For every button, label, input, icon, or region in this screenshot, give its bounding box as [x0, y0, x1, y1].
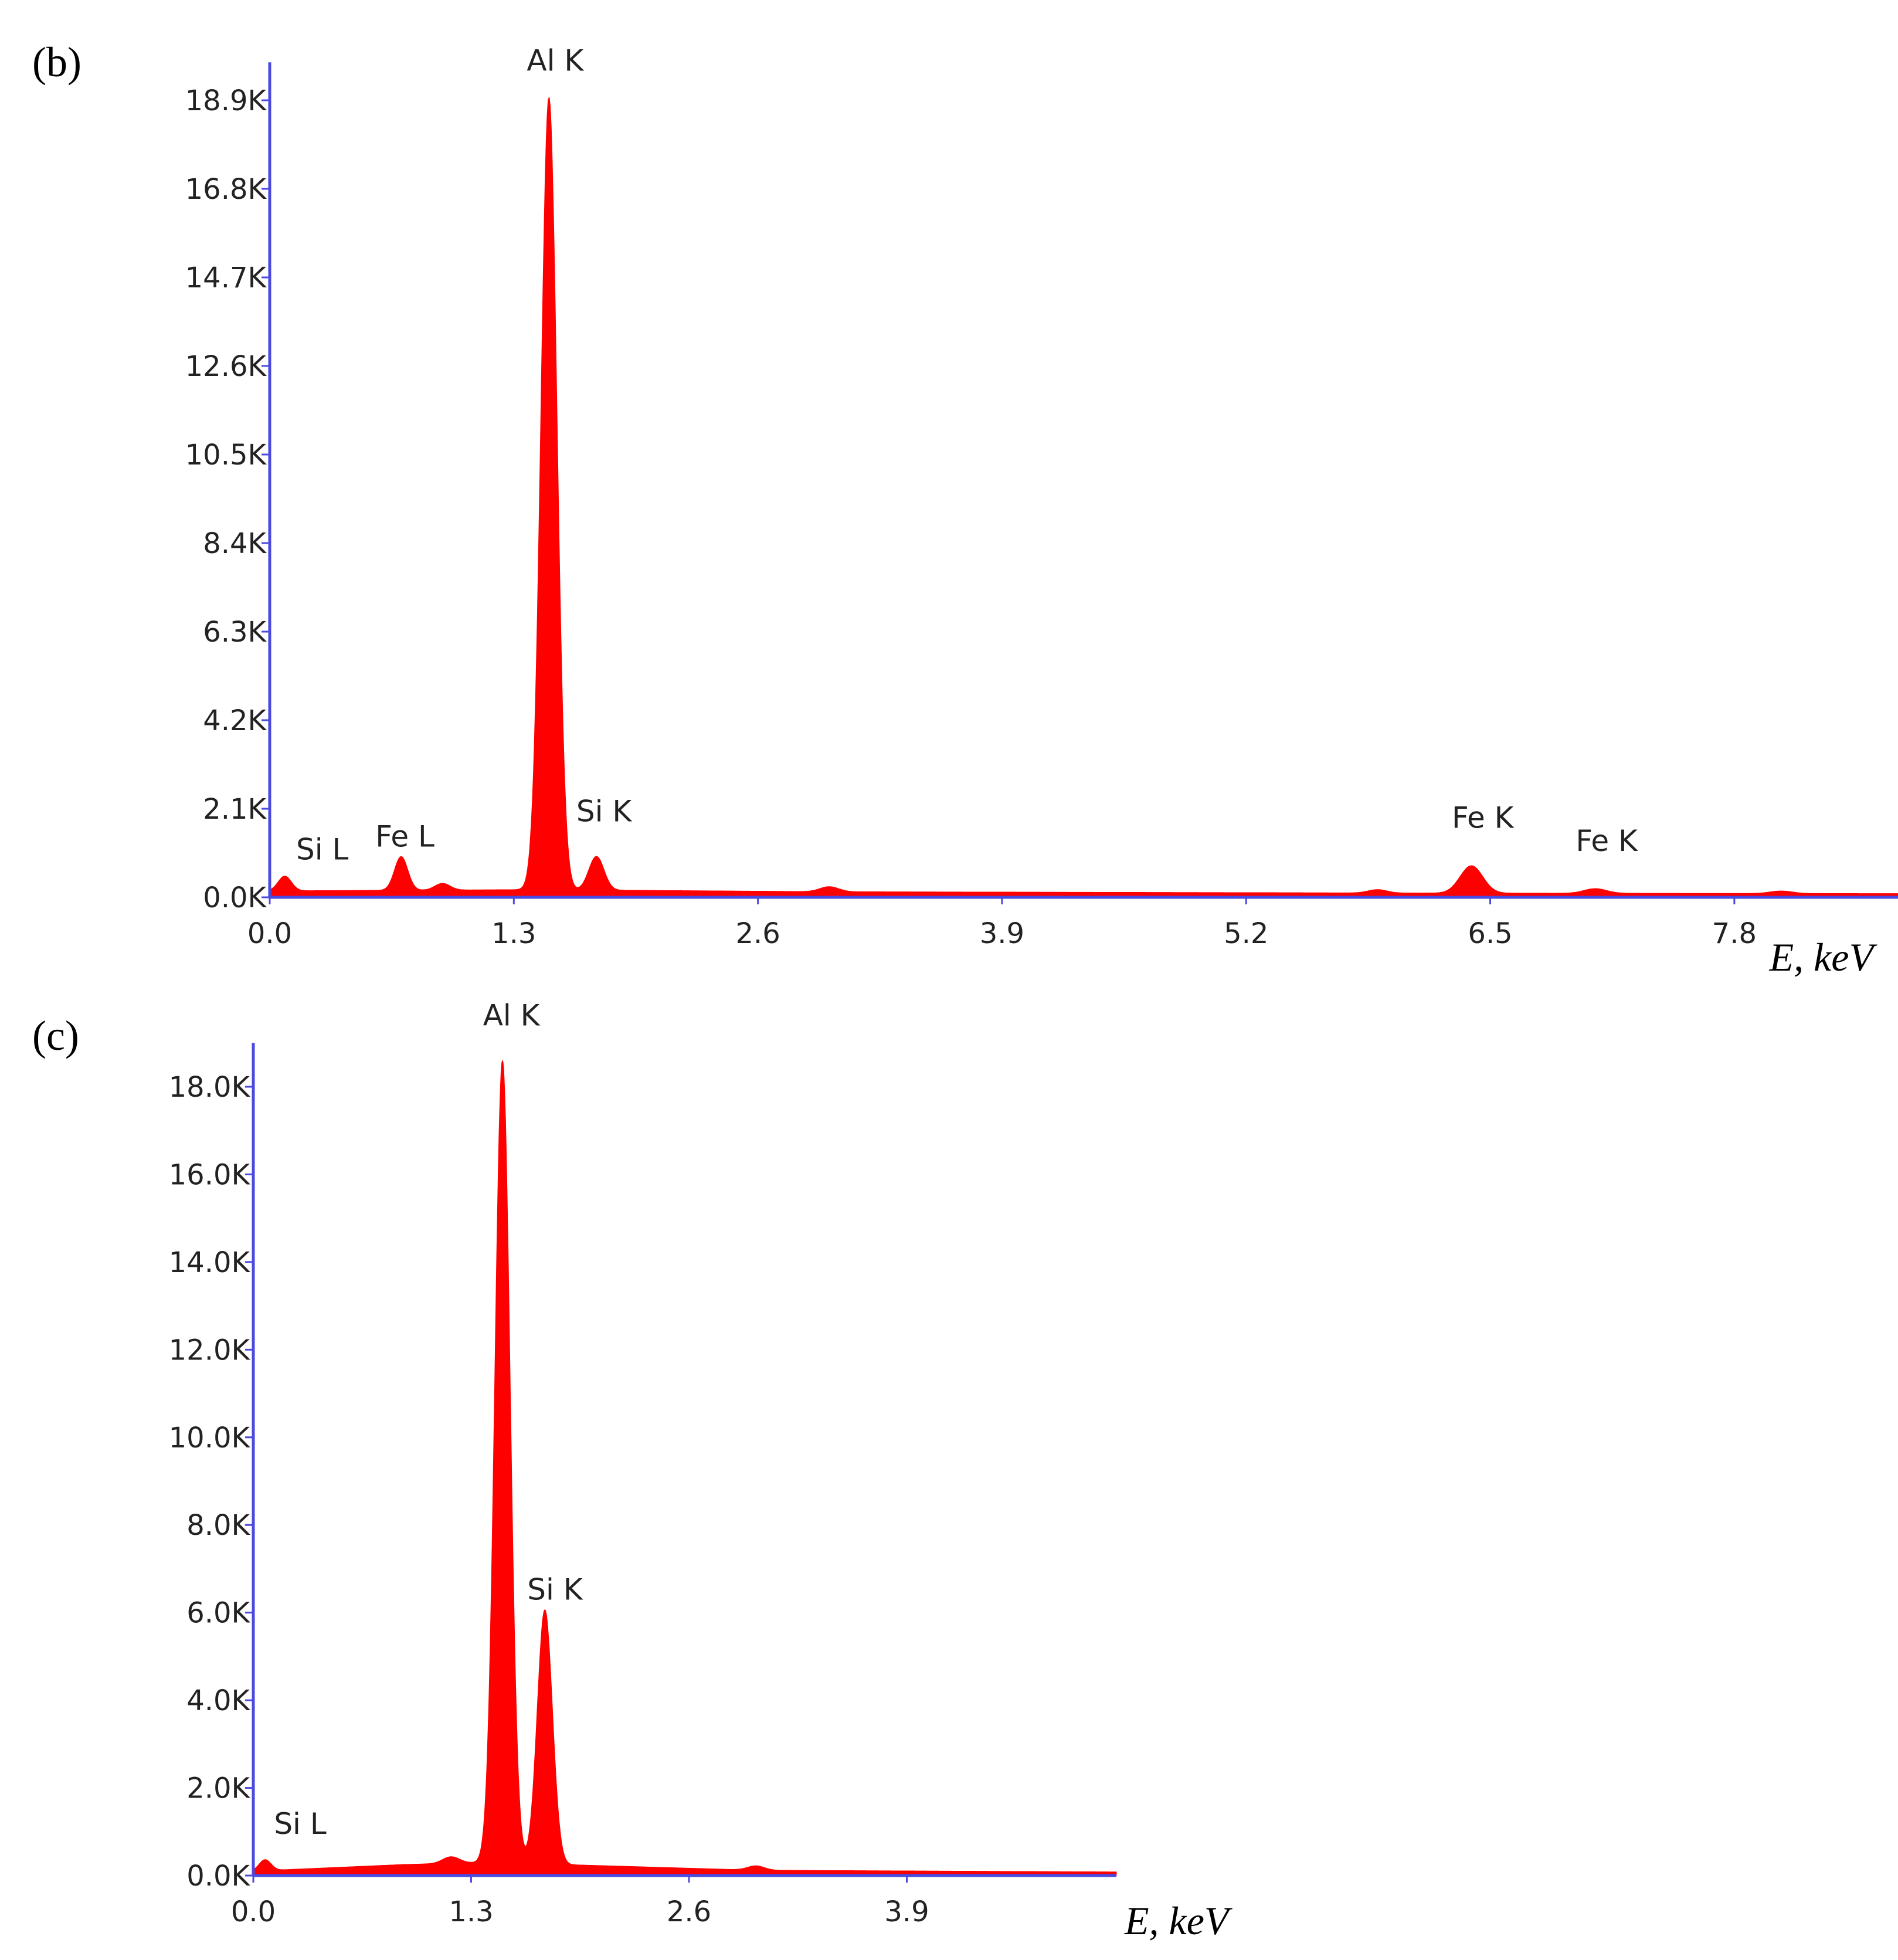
y-tick-label-b: 2.1K — [203, 793, 267, 826]
panel-letter-b: (b) — [32, 39, 82, 86]
x-tick-label-b: 7.8 — [1712, 917, 1757, 950]
y-tick-label-c: 16.0K — [169, 1158, 251, 1191]
y-tick-label-b: 16.8K — [185, 173, 267, 206]
spectrum-area-c — [253, 1060, 1117, 1876]
x-tick-label-c: 3.9 — [884, 1895, 929, 1928]
x-tick-label-c: 1.3 — [449, 1895, 493, 1928]
peak-label-c: Si K — [527, 1572, 583, 1606]
x-tick-label-c: 0.0 — [231, 1895, 276, 1928]
x-tick-label-b: 2.6 — [735, 917, 780, 950]
x-tick-label-b: 0.0 — [247, 917, 292, 950]
x-axis-title-b: E, keV — [1769, 935, 1878, 979]
y-tick-label-c: 6.0K — [186, 1597, 250, 1630]
y-tick-label-c: 10.0K — [169, 1422, 251, 1454]
y-tick-label-c: 18.0K — [169, 1071, 251, 1104]
y-tick-label-b: 10.5K — [185, 439, 267, 472]
spectrum-area-b — [269, 97, 1898, 898]
x-axis-title-c: E, keV — [1124, 1898, 1233, 1943]
x-tick-label-b: 1.3 — [491, 917, 536, 950]
peak-label-c: Al K — [483, 998, 541, 1032]
spectrum-panel-b: (b) E, keV 0.0K 2.1K 4.2K 6.3K 8.4K 10.5K 12.6… — [32, 39, 1898, 979]
y-tick-label-c: 14.0K — [169, 1246, 251, 1279]
y-tick-label-b: 18.9K — [185, 84, 267, 117]
y-tick-label-b: 12.6K — [185, 350, 267, 383]
y-tick-label-c: 2.0K — [186, 1772, 250, 1805]
y-tick-label-c: 0.0K — [186, 1860, 250, 1893]
y-tick-label-b: 0.0K — [203, 881, 267, 914]
peak-label-c: Si L — [274, 1807, 327, 1841]
x-tick-label-c: 2.6 — [667, 1895, 711, 1928]
y-tick-label-b: 14.7K — [185, 262, 267, 294]
peak-label-b: Fe L — [375, 820, 434, 854]
peak-label-b: Si L — [296, 832, 349, 866]
x-tick-label-b: 6.5 — [1468, 917, 1512, 950]
y-tick-label-b: 4.2K — [203, 704, 267, 737]
peak-label-b: Al K — [527, 44, 584, 78]
y-tick-label-c: 12.0K — [169, 1334, 251, 1366]
peak-label-b: Si K — [576, 795, 633, 829]
y-tick-label-b: 6.3K — [203, 616, 267, 649]
panel-letter-c: (c) — [32, 1012, 79, 1059]
x-tick-label-b: 3.9 — [980, 917, 1024, 950]
peak-label-b: Fe K — [1576, 824, 1638, 858]
y-tick-label-b: 8.4K — [203, 527, 267, 560]
y-tick-label-c: 8.0K — [186, 1509, 250, 1542]
x-tick-label-b: 5.2 — [1224, 917, 1268, 950]
spectrum-panel-c: (c) E, keV 0.0K 2.0K 4.0K 6.0K 8.0K 10.0K 12.0… — [32, 998, 1233, 1943]
y-tick-label-c: 4.0K — [186, 1684, 250, 1717]
peak-label-b: Fe K — [1452, 801, 1515, 835]
